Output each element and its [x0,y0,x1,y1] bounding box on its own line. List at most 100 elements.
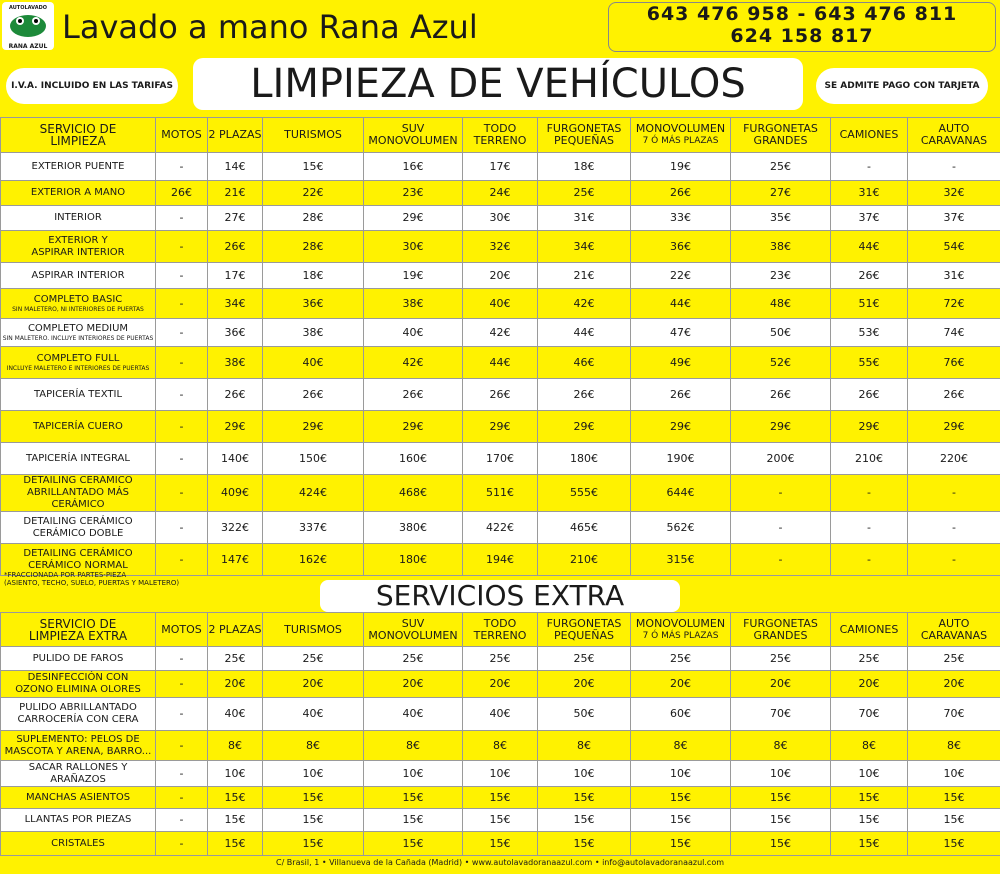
price-cell: 468€ [363,474,463,512]
service-name: LLANTAS POR PIEZAS [24,814,132,825]
main-title: LIMPIEZA DE VEHÍCULOS [193,58,803,110]
price-cell: 25€ [262,646,364,671]
price-cell: 160€ [363,442,463,475]
header-row: SERVICIO DE LIMPIEZA MOTOS 2 PLAZAS TURISMOS… [0,117,1000,153]
service-name: TAPICERÍA TEXTIL [33,388,123,400]
price-cell: - [830,511,908,544]
price-cell: 40€ [363,318,463,347]
header-text: MONOVOLUMEN [368,628,458,642]
service-name: DETAILING CERÁMICO [23,515,133,527]
price-cell: 38€ [262,318,364,347]
header-text: CARAVANAS [920,134,988,147]
price-cell: 26€ [207,230,263,263]
price-cell: 190€ [630,442,731,475]
price-cell: 562€ [630,511,731,544]
price-cell: 40€ [262,346,364,379]
price-cell: 180€ [537,442,631,475]
service-cell: EXTERIOR A MANO [0,180,156,206]
price-cell: 15€ [462,831,538,856]
price-cell: - [155,670,208,698]
service-cell: EXTERIOR Y ASPIRAR INTERIOR [0,230,156,263]
service-cell: DETAILING CERÁMICO CERÁMICO DOBLE [0,511,156,544]
price-cell: - [155,318,208,347]
price-cell: 8€ [363,730,463,761]
price-cell: 21€ [207,180,263,206]
service-cell: SACAR RALLONES Y ARAÑAZOS [0,760,156,787]
service-cell: MANCHAS ASIENTOS [0,786,156,809]
price-cell: 23€ [730,262,831,289]
header-text: FURGONETAS [546,122,622,135]
price-cell: - [155,205,208,231]
price-cell: 10€ [462,760,538,787]
price-row: PULIDO DE FAROS -25€ 25€ 25€ 25€ 25€ 25€ 25€ 25€… [0,646,1000,671]
service-name: DETAILING CERÁMICO [23,547,133,559]
header-text: TERRENO [473,628,527,642]
service-cell: PULIDO DE FAROS [0,646,156,671]
header-cell: FURGONETAS GRANDES [730,117,831,153]
price-cell: 20€ [907,670,1000,698]
price-cell: 10€ [262,760,364,787]
price-cell: 150€ [262,442,364,475]
price-cell: - [155,152,208,181]
fraction-note: *FRACCIONADA POR PARTES-PIEZA (ASIENTO, … [4,571,179,587]
price-cell: 36€ [262,288,364,319]
price-cell: 140€ [207,442,263,475]
price-cell: 76€ [907,346,1000,379]
price-cell: 8€ [207,730,263,761]
service-name: DETAILING CERÁMICO [23,475,133,487]
price-cell: 25€ [462,646,538,671]
extra-title: SERVICIOS EXTRA [320,580,680,612]
price-cell: 15€ [207,786,263,809]
price-cell: - [730,511,831,544]
header-text: FURGONETAS [546,616,622,630]
service-name: MASCOTA Y ARENA, BARRO... [4,745,152,757]
header-cell: AUTO CARAVANAS [907,117,1000,153]
price-cell: 21€ [537,262,631,289]
price-row: EXTERIOR PUENTE -14€ 15€ 16€ 17€ 18€ 19€ 25€ - - [0,152,1000,181]
logo-text: RANA AZUL [8,43,48,50]
price-cell: 32€ [462,230,538,263]
header-cell: SUV MONOVOLUMEN [363,612,463,647]
price-cell: 15€ [630,831,731,856]
logo-text: AUTOLAVADO [9,5,47,11]
price-cell: - [155,786,208,809]
price-cell: - [830,152,908,181]
header-text: TODO [483,616,517,630]
price-cell: 511€ [462,474,538,512]
iva-badge: I.V.A. INCLUIDO EN LAS TARIFAS [6,68,178,104]
header-row: SERVICIO DE LIMPIEZA EXTRA MOTOS 2 PLAZAS TU… [0,612,1000,647]
price-cell: 15€ [630,786,731,809]
price-cell: 17€ [207,262,263,289]
price-cell: 10€ [363,760,463,787]
price-cell: 29€ [363,205,463,231]
service-name: PULIDO DE FAROS [32,652,124,664]
price-cell: 27€ [207,205,263,231]
service-name: ASPIRAR INTERIOR [31,269,125,281]
price-cell: 32€ [907,180,1000,206]
service-cell: INTERIOR [0,205,156,231]
service-cell: LLANTAS POR PIEZAS [0,808,156,832]
price-cell: 15€ [537,831,631,856]
service-name: INTERIOR [54,212,102,223]
price-cell: - [155,378,208,411]
footer: C/ Brasil, 1 • Villanueva de la Cañada (… [275,858,725,867]
price-cell: 15€ [830,831,908,856]
price-cell: 200€ [730,442,831,475]
price-cell: 14€ [207,152,263,181]
header-cell: 2 PLAZAS [207,612,263,647]
price-cell: 74€ [907,318,1000,347]
price-cell: 10€ [730,760,831,787]
price-cell: 15€ [262,152,364,181]
price-cell: - [155,543,208,576]
price-row: TAPICERÍA INTEGRAL -140€ 150€ 160€ 170€ 180€ 1… [0,442,1000,475]
price-cell: 40€ [207,697,263,731]
price-cell: 644€ [630,474,731,512]
price-table: SERVICIO DE LIMPIEZA MOTOS 2 PLAZAS TURISMOS… [0,117,1000,576]
header-text: TURISMOS [284,128,342,141]
price-cell: 20€ [363,670,463,698]
price-row: DETAILING CERÁMICO ABRILLANTADO MÁS CERÁM… [0,474,1000,512]
price-cell: 26€ [207,378,263,411]
price-cell: 322€ [207,511,263,544]
